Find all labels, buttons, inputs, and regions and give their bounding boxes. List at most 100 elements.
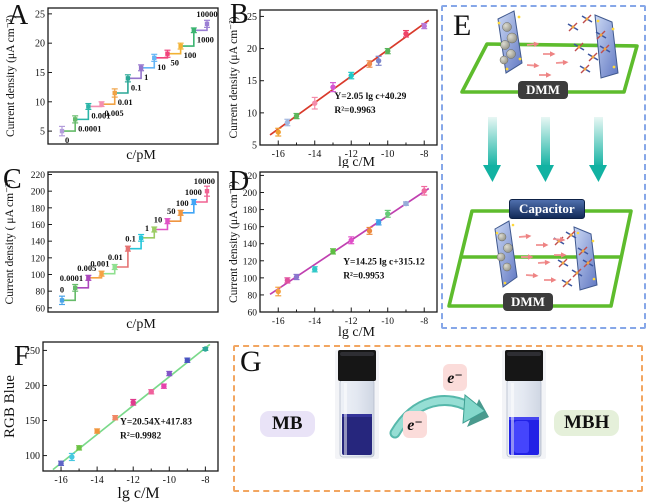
svg-text:60: 60 — [36, 304, 46, 314]
svg-text:10: 10 — [157, 62, 166, 72]
svg-text:100: 100 — [31, 271, 46, 281]
svg-text:1: 1 — [144, 72, 148, 82]
svg-text:140: 140 — [243, 240, 258, 250]
svg-text:1000: 1000 — [197, 34, 214, 44]
svg-text:R²=0.9963: R²=0.9963 — [334, 106, 375, 116]
svg-text:0.001: 0.001 — [91, 110, 110, 120]
mb-vial-photo — [335, 350, 379, 459]
svg-text:Y=20.54X+417.83: Y=20.54X+417.83 — [120, 418, 192, 428]
svg-text:50: 50 — [167, 206, 176, 216]
svg-text:100: 100 — [176, 198, 189, 208]
panel-c-letter: C — [3, 164, 22, 195]
rgb-chart-f: 100 150 200 250 lg c/M RGB Blue -16 -14 -12 -10 -8… — [2, 341, 219, 502]
mb-label: MB — [260, 411, 315, 437]
svg-text:15: 15 — [247, 76, 257, 87]
panel-f-letter: F — [14, 341, 30, 372]
svg-text:-12: -12 — [345, 317, 358, 327]
svg-text:-10: -10 — [381, 149, 394, 160]
svg-text:5: 5 — [252, 141, 257, 152]
svg-text:0.0001: 0.0001 — [78, 123, 101, 133]
panel-g: G MB e⁻ e⁻ — [233, 345, 643, 492]
svg-text:0: 0 — [60, 284, 64, 294]
svg-text:10000: 10000 — [194, 176, 215, 186]
svg-text:Y=2.05 lg c+40.29: Y=2.05 lg c+40.29 — [334, 92, 406, 102]
svg-text:100: 100 — [243, 274, 258, 284]
svg-text:-14: -14 — [90, 475, 103, 486]
svg-text:10: 10 — [35, 97, 45, 108]
svg-text:c/pM: c/pM — [126, 148, 156, 163]
svg-text:0.1: 0.1 — [131, 82, 142, 92]
svg-text:lg c/M: lg c/M — [338, 325, 375, 340]
panel-c: C 60 80 100 120 140 160 180 200 220 c/pM Current d… — [0, 163, 228, 339]
calibration-chart-d: 60 80 100 120 140 160 180 200 220 lg c/M Current d… — [228, 171, 438, 340]
svg-text:-14: -14 — [308, 149, 321, 160]
svg-text:lg c/M: lg c/M — [117, 485, 159, 502]
svg-text:-8: -8 — [420, 317, 428, 327]
svg-text:220: 220 — [243, 172, 258, 182]
svg-text:0.0001: 0.0001 — [60, 273, 83, 283]
svg-text:-10: -10 — [381, 317, 394, 327]
svg-text:150: 150 — [25, 416, 40, 427]
panel-b: B 5 10 15 20 25 lg c/M Current density (μA cm⁻… — [228, 0, 441, 168]
svg-text:10: 10 — [247, 108, 257, 119]
panel-a: A 5 10 15 20 25 c/pM Current density (μA cm⁻²)… — [0, 0, 228, 163]
svg-text:220: 220 — [31, 171, 46, 181]
svg-text:Y=14.25 lg c+315.12: Y=14.25 lg c+315.12 — [343, 257, 425, 267]
svg-text:0.005: 0.005 — [105, 108, 124, 118]
svg-text:20: 20 — [35, 39, 45, 50]
svg-text:-16: -16 — [54, 475, 67, 486]
panel-e-letter: E — [453, 9, 472, 42]
capacitor-diagram — [447, 10, 639, 308]
svg-text:25: 25 — [35, 9, 45, 20]
svg-text:160: 160 — [31, 221, 46, 231]
calibration-chart-b: 5 10 15 20 25 lg c/M Current density (μA cm⁻²)… — [228, 9, 438, 168]
svg-text:Current density (μA cm⁻²): Current density (μA cm⁻²) — [5, 15, 17, 137]
panel-e: E — [441, 5, 646, 329]
svg-text:140: 140 — [31, 238, 46, 248]
svg-text:60: 60 — [248, 309, 258, 319]
svg-text:160: 160 — [243, 223, 258, 233]
svg-text:10000: 10000 — [196, 9, 217, 19]
electron-label-bottom: e⁻ — [403, 411, 427, 438]
svg-text:80: 80 — [36, 288, 46, 298]
svg-text:25: 25 — [247, 12, 257, 23]
panel-d-letter: D — [229, 166, 250, 197]
svg-text:20: 20 — [247, 44, 257, 55]
svg-text:c/pM: c/pM — [126, 317, 156, 332]
svg-text:180: 180 — [31, 204, 46, 214]
nanoparticle-electrode-bottom-icon — [494, 220, 518, 288]
molecule-electrode-bottom-icon — [553, 226, 598, 291]
dmm-label-top: DMM — [518, 81, 568, 99]
svg-text:80: 80 — [248, 291, 258, 301]
svg-text:200: 200 — [25, 381, 40, 392]
bottom-circuit-loop-icon — [447, 209, 633, 308]
svg-text:250: 250 — [25, 346, 40, 357]
nanoparticle-electrode-icon — [497, 10, 523, 74]
reduction-arrow-icon — [389, 394, 489, 439]
svg-text:1: 1 — [145, 223, 149, 233]
panel-g-letter: G — [240, 345, 262, 378]
panel-d: D 60 80 100 120 140 160 180 200 220 lg c/M Current… — [228, 166, 441, 340]
svg-text:-14: -14 — [308, 317, 321, 327]
svg-text:100: 100 — [25, 451, 40, 462]
svg-text:-16: -16 — [272, 149, 285, 160]
svg-text:1000: 1000 — [185, 187, 202, 197]
top-circuit-loop-icon — [460, 42, 639, 94]
molecule-electrode-icon — [567, 14, 619, 79]
svg-text:0: 0 — [65, 135, 69, 145]
dmm-label-bottom: DMM — [503, 293, 553, 311]
svg-text:R²=0.9982: R²=0.9982 — [120, 432, 161, 442]
electron-label-top: e⁻ — [443, 364, 467, 391]
svg-text:180: 180 — [243, 206, 258, 216]
svg-text:0.01: 0.01 — [118, 97, 133, 107]
svg-text:5: 5 — [40, 127, 45, 138]
svg-text:R²=0.9953: R²=0.9953 — [343, 271, 384, 281]
process-arrows-icon — [483, 117, 607, 182]
svg-text:15: 15 — [35, 68, 45, 79]
svg-text:lg c/M: lg c/M — [338, 155, 375, 168]
mbh-label: MBH — [554, 410, 620, 436]
svg-text:-12: -12 — [345, 149, 358, 160]
svg-text:-10: -10 — [163, 475, 176, 486]
